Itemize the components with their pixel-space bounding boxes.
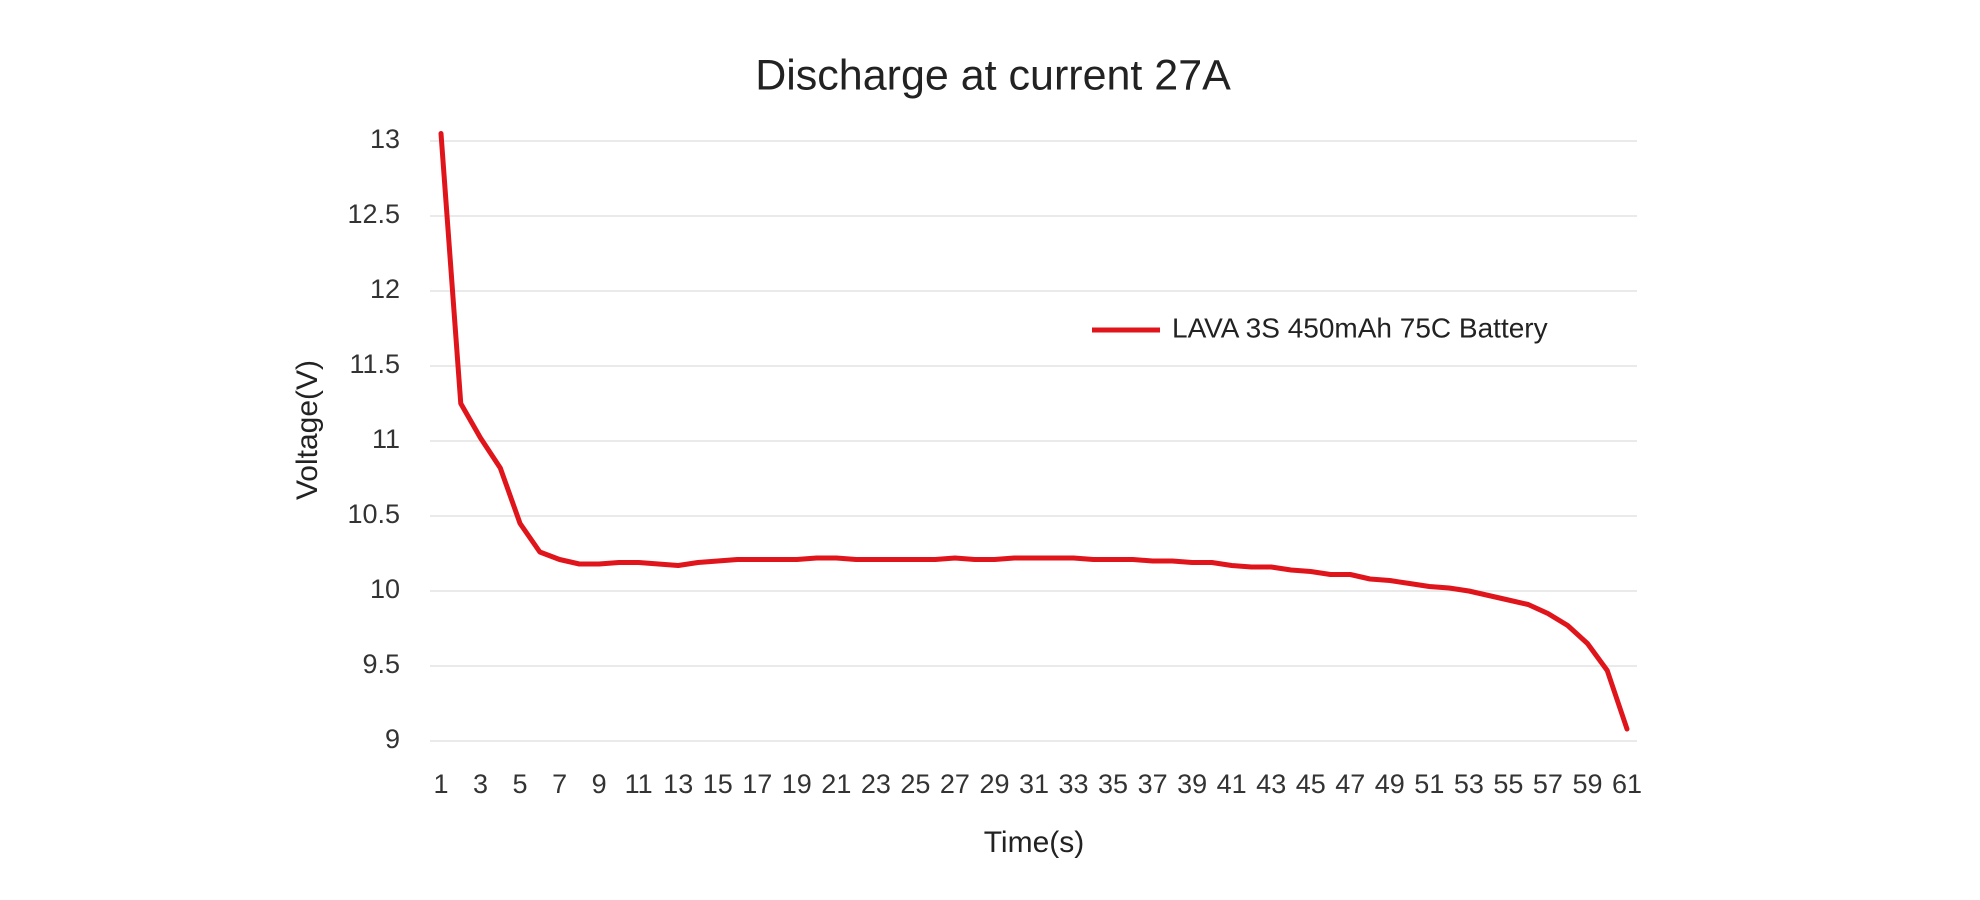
x-tick-label: 13 — [663, 769, 693, 799]
x-tick-label: 11 — [625, 769, 653, 799]
x-tick-label: 45 — [1296, 769, 1326, 799]
x-tick-label: 21 — [821, 769, 851, 799]
x-tick-label: 35 — [1098, 769, 1128, 799]
x-tick-label: 3 — [473, 769, 488, 799]
x-tick-label: 37 — [1138, 769, 1168, 799]
x-tick-label: 15 — [703, 769, 733, 799]
y-axis-title: Voltage(V) — [291, 360, 324, 500]
x-tick-label: 1 — [433, 769, 448, 799]
y-tick-label: 10 — [370, 574, 400, 604]
x-tick-label: 55 — [1493, 769, 1523, 799]
y-tick-label: 13 — [370, 124, 400, 154]
x-tick-label: 25 — [900, 769, 930, 799]
x-tick-label: 39 — [1177, 769, 1207, 799]
y-tick-label: 12 — [370, 274, 400, 304]
x-tick-label: 29 — [979, 769, 1009, 799]
x-tick-label: 23 — [861, 769, 891, 799]
x-tick-label: 43 — [1256, 769, 1286, 799]
y-tick-label: 9.5 — [362, 649, 400, 679]
x-tick-label: 17 — [742, 769, 772, 799]
x-tick-label: 9 — [592, 769, 607, 799]
x-tick-label: 61 — [1612, 769, 1642, 799]
y-tick-label: 9 — [385, 724, 400, 754]
x-tick-label: 5 — [513, 769, 528, 799]
x-tick-label: 57 — [1533, 769, 1563, 799]
y-tick-label: 10.5 — [347, 499, 400, 529]
x-tick-label: 51 — [1414, 769, 1444, 799]
chart-title: Discharge at current 27A — [755, 51, 1231, 99]
x-tick-label: 33 — [1059, 769, 1089, 799]
x-tick-label: 31 — [1019, 769, 1049, 799]
y-tick-label: 12.5 — [347, 199, 400, 229]
x-tick-label: 49 — [1375, 769, 1405, 799]
x-tick-label: 41 — [1217, 769, 1247, 799]
x-tick-label: 53 — [1454, 769, 1484, 799]
y-tick-label: 11.5 — [349, 349, 400, 379]
x-tick-label: 19 — [782, 769, 812, 799]
legend-label: LAVA 3S 450mAh 75C Battery — [1172, 312, 1548, 343]
data-line — [438, 131, 1630, 732]
x-tick-label: 27 — [940, 769, 970, 799]
x-tick-label: 7 — [552, 769, 567, 799]
x-tick-label: 59 — [1572, 769, 1602, 799]
y-tick-label: 11 — [372, 424, 400, 454]
x-tick-label: 47 — [1335, 769, 1365, 799]
x-axis-title: Time(s) — [984, 826, 1085, 859]
